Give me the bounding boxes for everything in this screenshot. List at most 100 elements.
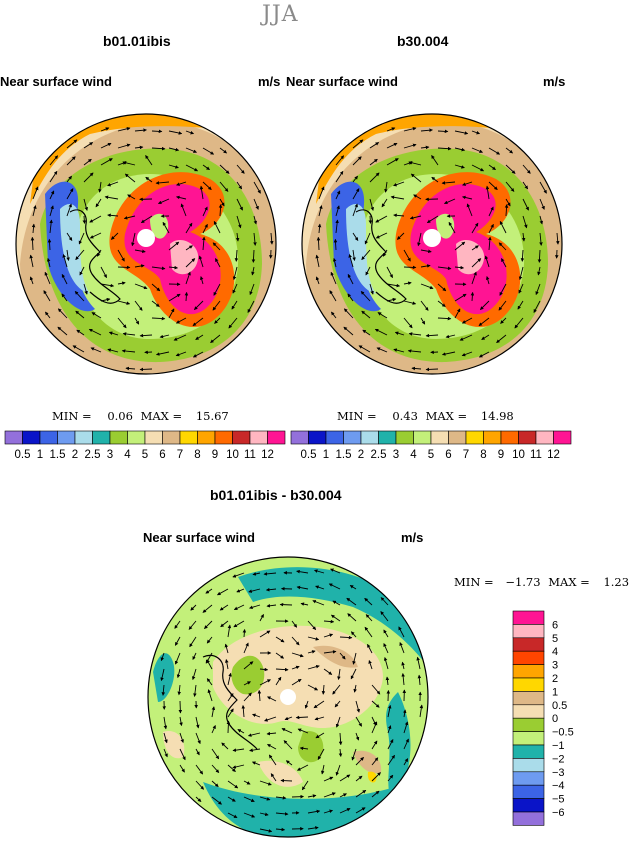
panel2-colorbar-tick-label: 11 — [530, 449, 542, 461]
panel2-colorbar-swatch — [414, 431, 432, 444]
wind-vector — [426, 369, 438, 370]
wind-vector — [296, 717, 308, 718]
diff-colorbar-tick-label: 0 — [552, 713, 558, 725]
diff-colorbar-swatch — [513, 611, 544, 624]
panel1-colorbar-swatch — [180, 431, 198, 444]
diff-colorbar-swatch — [513, 732, 544, 745]
panel1-colorbar-swatch — [128, 431, 146, 444]
pole-missing-region — [423, 229, 441, 247]
diff-colorbar-tick-label: −3 — [552, 767, 565, 779]
panel1-case-title: b01.01ibis — [103, 33, 171, 49]
panel1-colorbar-tick-label: 0.5 — [15, 449, 31, 461]
diff-colorbar-tick-label: 0.5 — [552, 700, 567, 712]
panel1-colorbar-tick-label: 10 — [226, 449, 239, 461]
panel1-colorbar-swatch — [5, 431, 23, 444]
panel1-polar-map — [0, 94, 292, 394]
panel1-colorbar-swatch — [58, 431, 76, 444]
diff-min-value: −1.73 — [505, 575, 540, 589]
panel1-colorbar-tick-label: 1 — [37, 449, 43, 461]
panel1-colorbar-swatch — [268, 431, 286, 444]
pole-missing-region — [280, 689, 296, 705]
panel2-colorbar-tick-label: 12 — [547, 449, 560, 461]
panel2-colorbar-swatch — [501, 431, 519, 444]
panel2-colorbar-swatch — [466, 431, 484, 444]
diff-colorbar-tick-label: 2 — [552, 673, 558, 685]
panel1-colorbar-swatch — [23, 431, 41, 444]
diff-colorbar-swatch — [513, 812, 544, 825]
panel1-colorbar-swatch — [198, 431, 216, 444]
panel1-colorbar-tick-label: 11 — [244, 449, 256, 461]
wind-vector — [438, 131, 448, 132]
diff-polar-map — [143, 552, 433, 842]
diff-colorbar-tick-label: −0.5 — [552, 727, 574, 739]
panel1-colorbar-swatch — [145, 431, 163, 444]
panel2-min-label: MIN = — [337, 409, 377, 423]
panel2-max-label: MAX = — [426, 409, 468, 423]
panel2-colorbar-swatch — [396, 431, 414, 444]
panel1-colorbar-swatch — [250, 431, 268, 444]
panel1-colorbar-tick-label: 6 — [159, 449, 165, 461]
diff-colorbar-swatch — [513, 624, 544, 637]
panel2-colorbar-swatch — [519, 431, 537, 444]
diff-colorbar-swatch — [513, 785, 544, 798]
diff-colorbar-tick-label: 6 — [552, 619, 558, 631]
diff-field-title: Near surface wind — [143, 530, 255, 545]
wind-vector — [152, 131, 162, 132]
panel2-colorbar-swatch — [326, 431, 344, 444]
panel2-colorbar-swatch — [484, 431, 502, 444]
panel2-colorbar-tick-label: 3 — [393, 449, 399, 461]
diff-colorbar-tick-label: −6 — [552, 807, 565, 819]
panel1-min-value: 0.06 — [107, 409, 133, 423]
panel2-max-value: 14.98 — [481, 409, 514, 423]
diff-colorbar-swatch — [513, 799, 544, 812]
panel2-colorbar-swatch — [431, 431, 449, 444]
panel1-unit: m/s — [258, 74, 280, 89]
panel2-colorbar-tick-label: 1 — [323, 449, 329, 461]
panel1-colorbar-swatch — [93, 431, 111, 444]
diff-colorbar-swatch — [513, 691, 544, 704]
panel2-field-title: Near surface wind — [286, 74, 398, 89]
panel1-colorbar-swatch — [163, 431, 181, 444]
panel1-colorbar-tick-label: 8 — [194, 449, 200, 461]
panel1-colorbar-tick-label: 1.5 — [50, 449, 66, 461]
diff-min-label: MIN = — [454, 575, 494, 589]
diff-colorbar-swatch — [513, 758, 544, 771]
wind-vector — [404, 267, 416, 268]
panel1-colorbar-swatch — [215, 431, 233, 444]
diff-unit: m/s — [401, 530, 423, 545]
diff-colorbar-tick-label: 5 — [552, 633, 558, 645]
diff-colorbar-swatch — [513, 678, 544, 691]
panel2-min-value: 0.43 — [392, 409, 418, 423]
panel1-colorbar-swatch — [75, 431, 93, 444]
panel2-colorbar-tick-label: 2 — [358, 449, 364, 461]
panel2-colorbar-tick-label: 4 — [410, 449, 417, 461]
panel2-colorbar-swatch — [449, 431, 467, 444]
wind-vector — [370, 216, 371, 223]
wind-vector — [281, 780, 292, 781]
panel1-colorbar-tick-label: 4 — [124, 449, 131, 461]
diff-minmax: MIN = −1.73 MAX = 1.23 — [454, 575, 629, 589]
panel2-colorbar-tick-label: 8 — [480, 449, 486, 461]
panel2-colorbar-tick-label: 9 — [498, 449, 504, 461]
panel1-colorbar-tick-label: 5 — [142, 449, 148, 461]
wind-vector — [244, 630, 245, 637]
panel1-colorbar-swatch — [110, 431, 128, 444]
diff-colorbar-tick-label: 3 — [552, 660, 558, 672]
panel1-max-label: MAX = — [141, 409, 183, 423]
panel2-colorbar-swatch — [291, 431, 309, 444]
panel2-unit: m/s — [543, 74, 565, 89]
panel1-colorbar-tick-label: 12 — [261, 449, 274, 461]
panel2-polar-map — [286, 94, 578, 394]
panel1-colorbar-swatch — [40, 431, 58, 444]
wind-vector — [84, 216, 85, 223]
diff-colorbar-swatch — [513, 651, 544, 664]
panel1-colorbar-swatch — [233, 431, 251, 444]
panel2-colorbar-swatch — [309, 431, 327, 444]
season-title: JJA — [262, 2, 299, 27]
panel2-colorbar-tick-label: 0.5 — [301, 449, 317, 461]
panel2-colorbar-tick-label: 2.5 — [371, 449, 387, 461]
diff-colorbar-swatch — [513, 745, 544, 758]
